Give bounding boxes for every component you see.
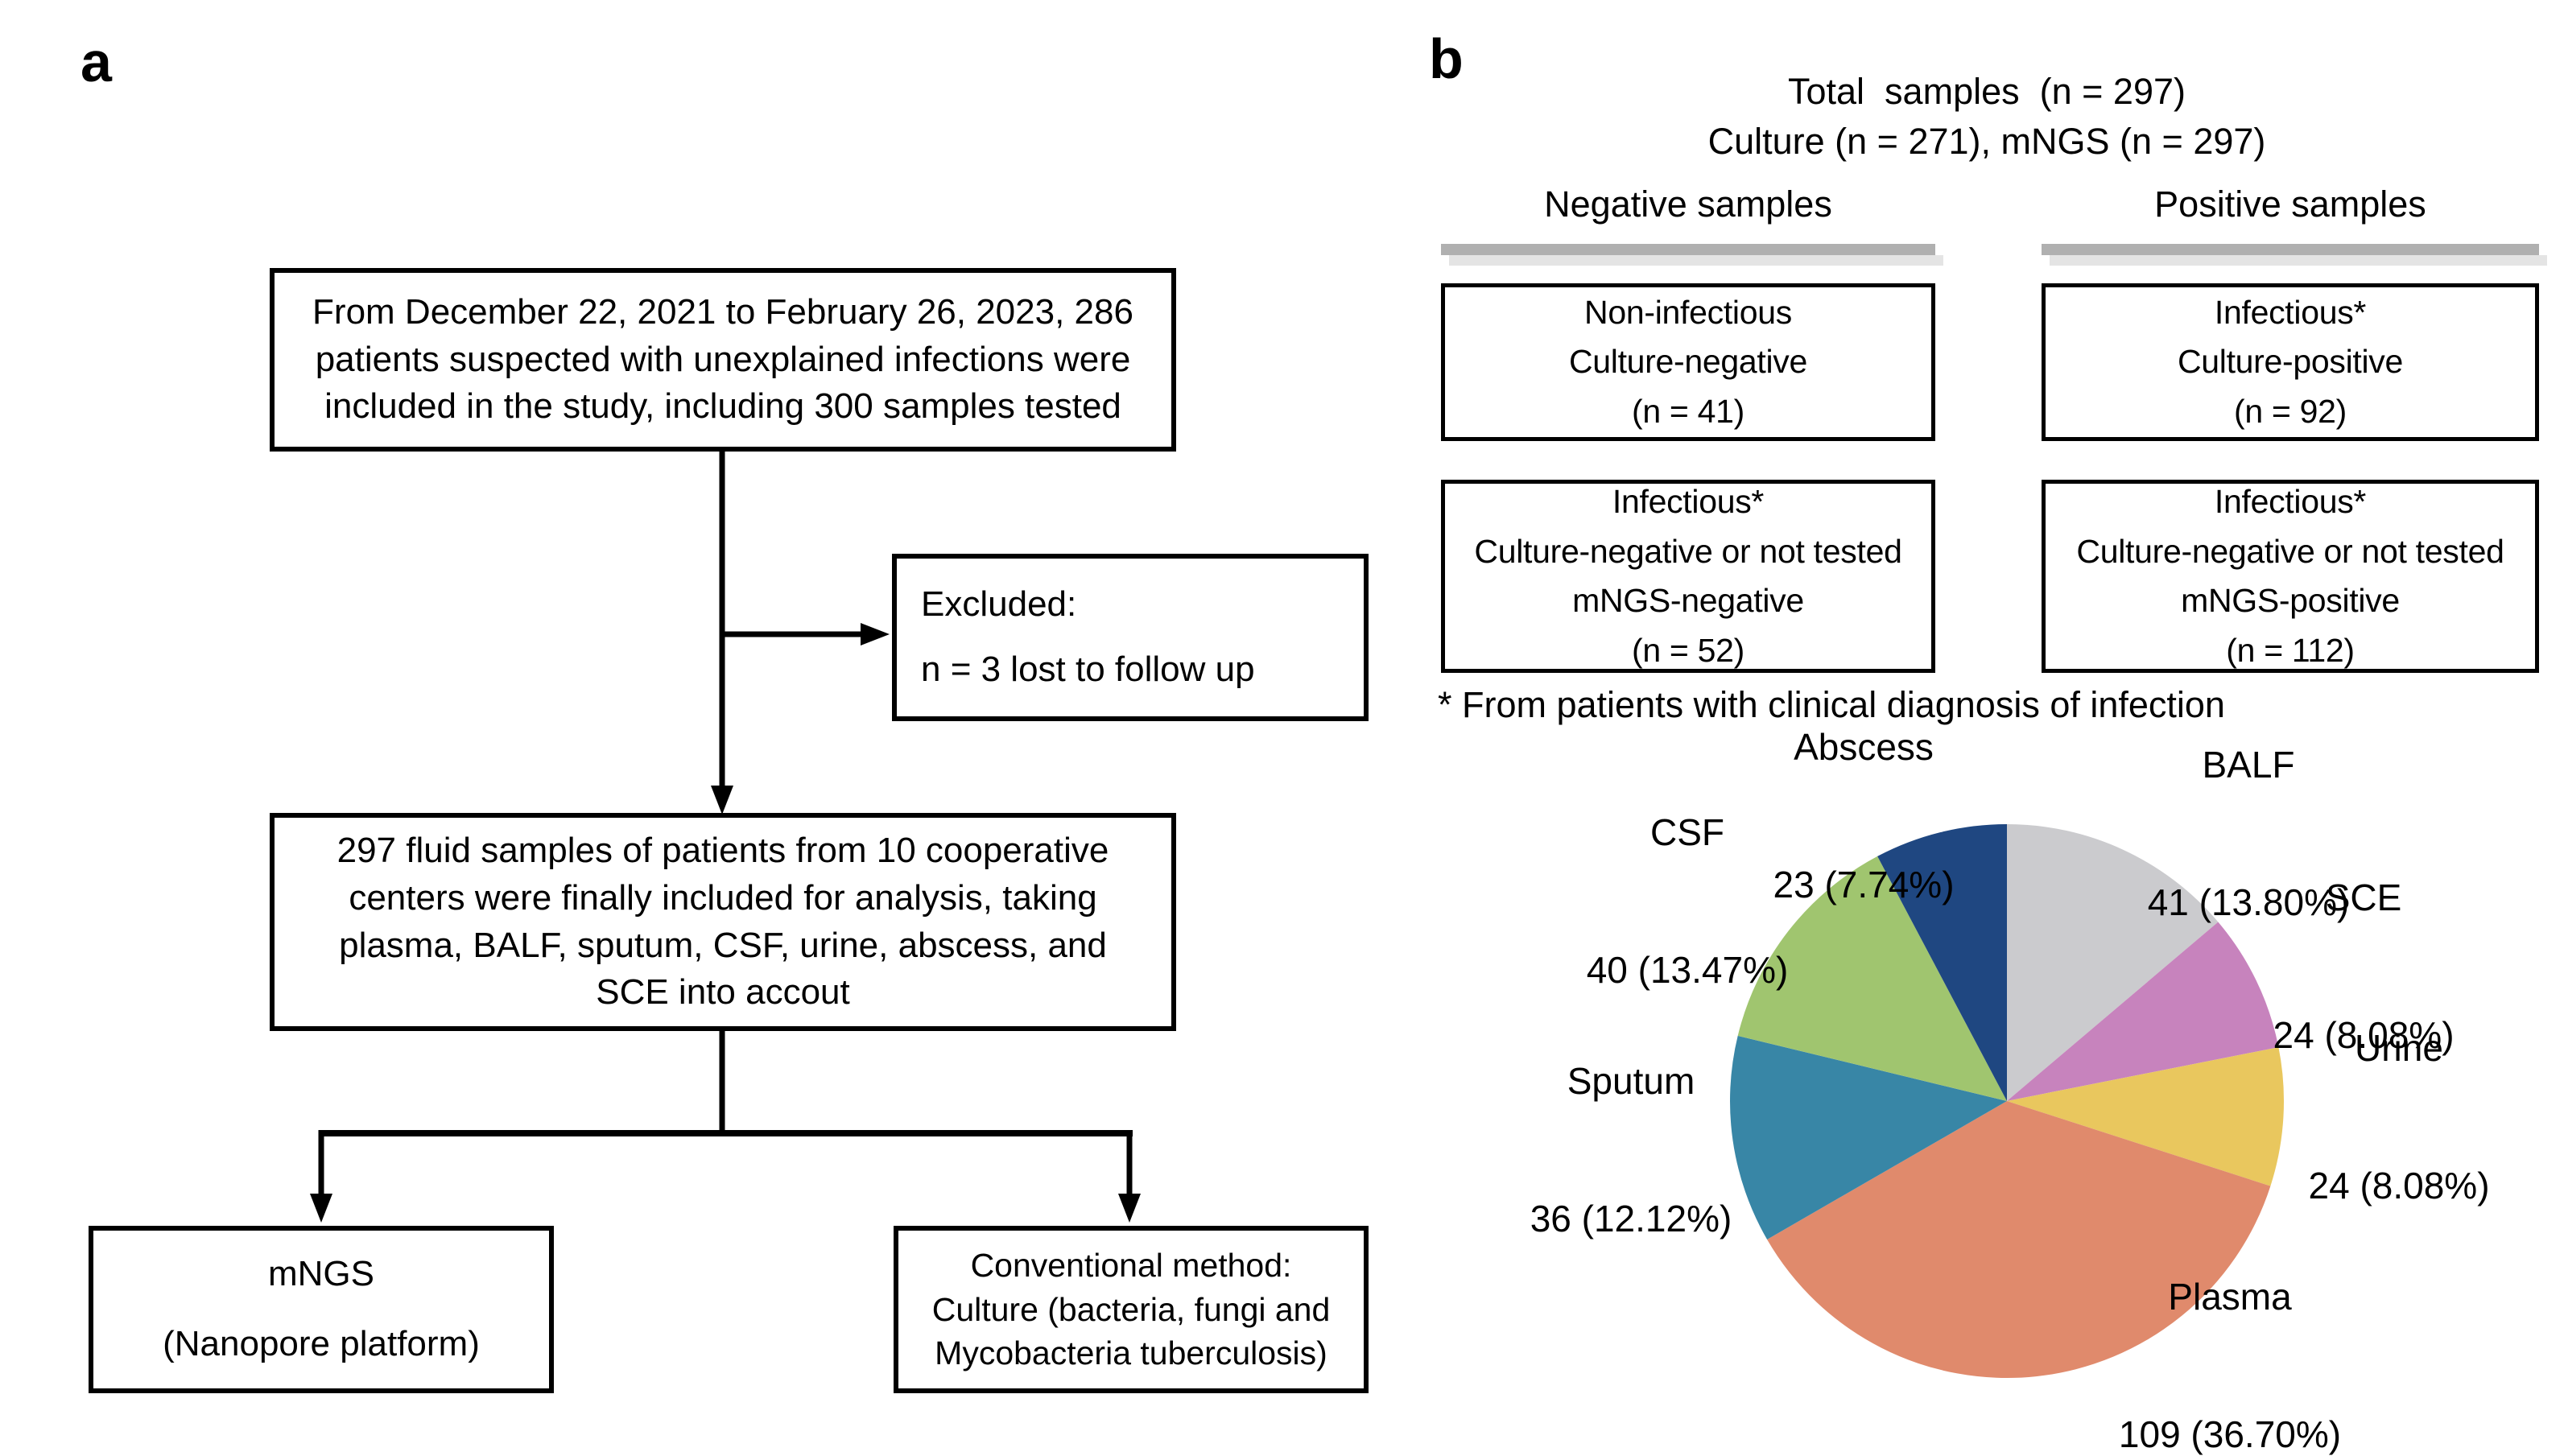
pie-label-sce: SCE 24 (8.08%) — [2273, 783, 2454, 1150]
pie-label-sputum: Sputum 36 (12.12%) — [1530, 967, 1732, 1334]
negative-samples-header: Negative samples — [1544, 184, 1832, 225]
pie-label-plasma-name: Plasma — [2168, 1275, 2292, 1318]
negative-header-underline — [1441, 244, 1935, 255]
pie-slice-csf — [1737, 856, 2007, 1101]
pie-label-plasma-value: 109 (36.70%) — [2118, 1413, 2342, 1456]
pie-label-balf-value: 41 (13.80%) — [2147, 881, 2350, 924]
asterisk-footnote: * From patients with clinical diagnosis … — [1438, 684, 2225, 725]
pie-label-plasma: Plasma 109 (36.70%) — [2119, 1182, 2341, 1456]
pie-label-abscess: Abscess 23 (7.74%) — [1773, 633, 1954, 1000]
flow-box-conventional-text: Conventional method: Culture (bacteria, … — [931, 1246, 1331, 1372]
flow-box-included-text: 297 fluid samples of patients from 10 co… — [336, 830, 1109, 1013]
pie-label-csf: CSF 40 (13.47%) — [1587, 718, 1789, 1085]
pie-label-abscess-value: 23 (7.74%) — [1773, 864, 1955, 906]
pie-label-urine-name: Urine — [2355, 1026, 2443, 1069]
pie-slice-sputum — [1730, 1035, 2007, 1239]
pie-label-sputum-value: 36 (12.12%) — [1530, 1198, 1732, 1240]
flow-box-conventional: Conventional method: Culture (bacteria, … — [894, 1226, 1369, 1393]
pie-label-balf-name: BALF — [2202, 743, 2295, 786]
mngs-line1: mNGS — [267, 1254, 374, 1294]
box-infectious-mngs-positive: Infectious* Culture-negative or not test… — [2042, 480, 2539, 673]
pie-chart — [1730, 824, 2284, 1378]
box-mngs-negative-text: Infectious* Culture-negative or not test… — [1474, 483, 1902, 669]
pie-slice-balf — [2007, 824, 2219, 1101]
pie-slice-urine — [2007, 1047, 2284, 1186]
box-mngs-positive-text: Infectious* Culture-negative or not test… — [2076, 483, 2504, 669]
pie-slice-plasma — [1767, 1101, 2271, 1378]
box-culture-positive-text: Infectious* Culture-positive (n = 92) — [2177, 293, 2404, 430]
pie-label-balf: BALF 41 (13.80%) — [2148, 650, 2350, 1017]
pie-label-csf-name: CSF — [1649, 810, 1724, 853]
mngs-line2: (Nanopore platform) — [163, 1324, 480, 1363]
pie-label-sce-value: 24 (8.08%) — [2273, 1014, 2455, 1057]
pie-label-urine-value: 24 (8.08%) — [2308, 1165, 2490, 1207]
box-noninfectious-culture-negative: Non-infectious Culture-negative (n = 41) — [1441, 283, 1935, 441]
flow-box-excluded: Excluded: n = 3 lost to follow up — [892, 554, 1369, 721]
arrowhead-down-left — [310, 1194, 332, 1223]
arrowhead-right-excluded — [861, 623, 890, 646]
pie-slice-sce — [2007, 922, 2279, 1101]
culture-mngs-subtitle: Culture (n = 271), mNGS (n = 297) — [1707, 121, 2266, 162]
flow-box-enrollment-text: From December 22, 2021 to February 26, 2… — [312, 291, 1133, 427]
panel-a-label: a — [81, 31, 112, 93]
flow-box-enrollment: From December 22, 2021 to February 26, 2… — [270, 268, 1176, 452]
box-infectious-mngs-negative: Infectious* Culture-negative or not test… — [1441, 480, 1935, 673]
positive-header-underline-shadow — [2050, 255, 2547, 266]
box-noninfectious-text: Non-infectious Culture-negative (n = 41) — [1568, 293, 1808, 430]
panel-b-label: b — [1429, 27, 1464, 90]
arrowhead-down-mid — [711, 786, 733, 815]
flow-box-mngs: mNGS (Nanopore platform) — [89, 1226, 554, 1393]
pie-label-sce-name: SCE — [2325, 876, 2402, 918]
pie-label-sputum-name: Sputum — [1567, 1059, 1695, 1102]
excluded-title: Excluded: — [921, 584, 1077, 625]
excluded-body: n = 3 lost to follow up — [921, 650, 1255, 689]
negative-header-underline-shadow — [1449, 255, 1943, 266]
box-infectious-culture-positive: Infectious* Culture-positive (n = 92) — [2042, 283, 2539, 441]
pie-slice-abscess — [1877, 824, 2007, 1101]
pie-label-abscess-name: Abscess — [1794, 725, 1934, 768]
arrowhead-down-right — [1118, 1194, 1141, 1223]
flow-box-included: 297 fluid samples of patients from 10 co… — [270, 813, 1176, 1031]
total-samples-title: Total samples (n = 297) — [1788, 71, 2186, 112]
pie-label-urine: Urine 24 (8.08%) — [2308, 934, 2489, 1301]
pie-label-csf-value: 40 (13.47%) — [1586, 949, 1789, 992]
positive-header-underline — [2042, 244, 2539, 255]
positive-samples-header: Positive samples — [2154, 184, 2426, 225]
